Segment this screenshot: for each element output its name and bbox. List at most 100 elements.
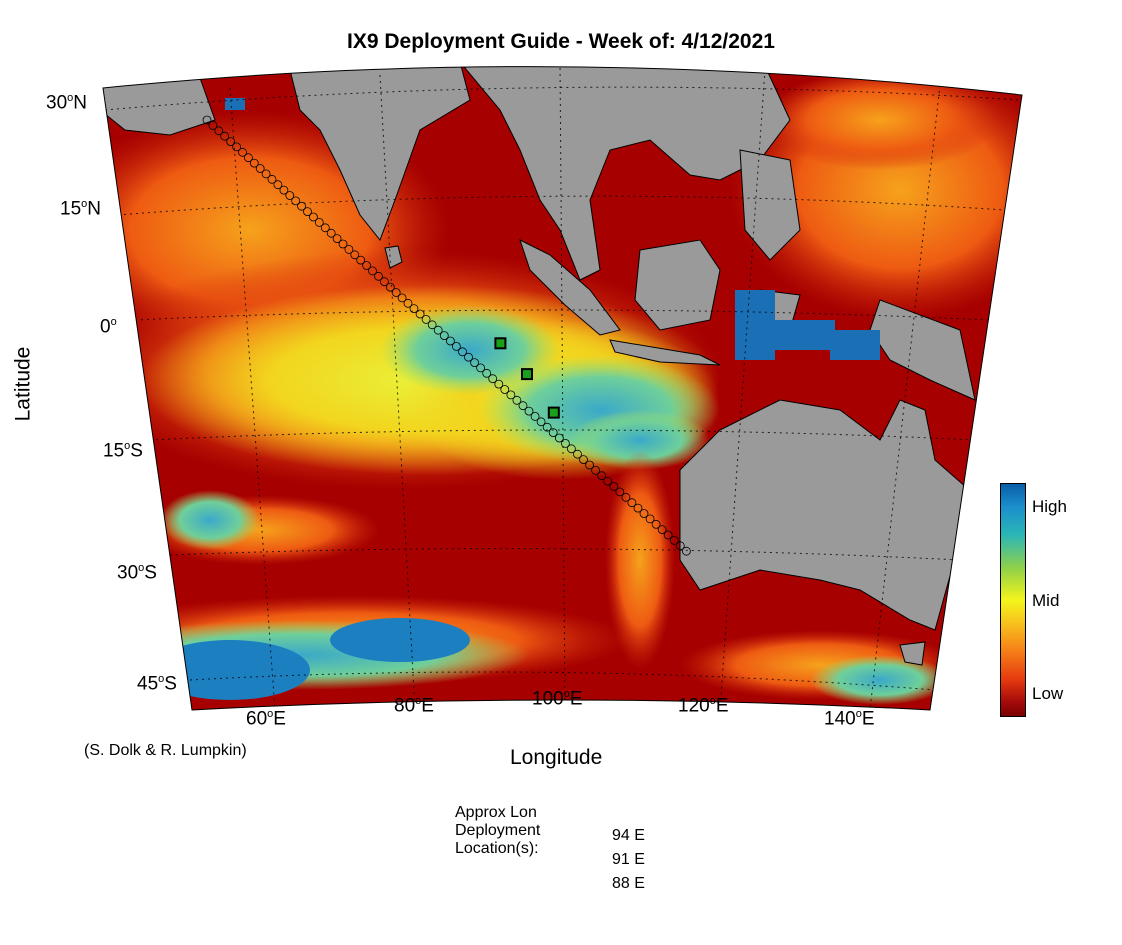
- deployment-label: Approx Lon Deployment Location(s):: [455, 804, 540, 858]
- route-point: [338, 239, 348, 249]
- route-point: [506, 390, 516, 400]
- route-point: [663, 530, 673, 540]
- deployment-marker: [521, 368, 533, 381]
- route-point: [320, 223, 330, 233]
- route-point: [669, 536, 679, 545]
- route-point: [512, 395, 522, 405]
- route-point: [226, 137, 236, 147]
- deployment-marker: [547, 406, 560, 419]
- lat-label-30s: 30oS: [117, 562, 157, 584]
- route-point: [314, 217, 324, 227]
- lon-label-80e: 80oE: [394, 695, 434, 717]
- x-axis-title: Longitude: [510, 746, 603, 769]
- deployment-marker: [494, 337, 507, 350]
- route-point: [500, 385, 510, 394]
- route-point: [627, 498, 637, 508]
- high-value-patches: [225, 98, 880, 360]
- route-point: [374, 271, 383, 281]
- lon-label-60e: 60oE: [246, 708, 286, 730]
- route-point: [350, 250, 360, 260]
- route-point: [561, 438, 570, 448]
- route-point: [385, 282, 395, 292]
- route-point: [464, 352, 473, 362]
- deployment-label-line3: Location(s):: [455, 840, 539, 857]
- route-point: [249, 158, 259, 168]
- route-point: [482, 368, 492, 378]
- route-point: [573, 449, 582, 459]
- route-point: [421, 314, 431, 324]
- route-point: [427, 320, 437, 330]
- route-point: [621, 492, 631, 502]
- map-graticule: [104, 66, 1021, 710]
- sea-surface-field: [103, 66, 1022, 710]
- route-point: [326, 228, 336, 238]
- route-point: [267, 174, 277, 184]
- lat-label-30n: 30oN: [46, 92, 87, 114]
- route-point: [657, 525, 667, 534]
- route-point: [232, 142, 242, 152]
- lon-label-120e: 120oE: [678, 695, 729, 717]
- route-point: [682, 546, 691, 556]
- route-point: [458, 347, 467, 357]
- deployment-label-line1: Approx Lon: [455, 804, 537, 821]
- route-point: [308, 212, 318, 222]
- route-point: [476, 363, 486, 373]
- route-point: [261, 169, 271, 179]
- route-point: [220, 131, 230, 141]
- route-point: [567, 444, 576, 454]
- route-point: [451, 341, 461, 351]
- route-point: [415, 309, 425, 319]
- route-point: [433, 325, 443, 335]
- route-point: [362, 261, 372, 270]
- route-point: [591, 465, 600, 475]
- colorbar-mid-label: Mid: [1032, 591, 1060, 610]
- route-point: [368, 266, 377, 276]
- route-point: [243, 153, 253, 163]
- route-point: [285, 191, 295, 200]
- route-point: [518, 401, 528, 411]
- route-point: [439, 331, 449, 341]
- route-point: [615, 487, 625, 497]
- route-point: [291, 196, 301, 206]
- lat-label-45s: 45oS: [137, 673, 177, 695]
- route-point: [579, 455, 588, 465]
- route-point: [585, 460, 594, 470]
- colorbar-low-label: Low: [1032, 684, 1064, 703]
- route-point: [397, 293, 407, 303]
- route-point: [639, 509, 649, 518]
- colorbar-high-label: High: [1032, 497, 1067, 516]
- route-point: [409, 304, 419, 314]
- y-axis-title: Latitude: [11, 346, 35, 422]
- route-point: [445, 336, 455, 346]
- route-point: [391, 288, 401, 297]
- credit-text: (S. Dolk & R. Lumpkin): [84, 742, 247, 759]
- lat-label-15s: 15oS: [103, 440, 143, 462]
- route-point: [488, 374, 498, 384]
- lon-label-100e: 100oE: [532, 688, 583, 710]
- deployment-points: [494, 337, 560, 419]
- lat-label-15n: 15oN: [60, 198, 101, 220]
- deployment-location: 94 E: [612, 827, 645, 844]
- deployment-label-line2: Deployment: [455, 822, 541, 839]
- route-point: [214, 126, 224, 136]
- route-point: [651, 519, 661, 529]
- route-point: [675, 541, 685, 551]
- deployment-locations: 94 E 91 E 88 E: [612, 824, 645, 896]
- route-point: [303, 207, 312, 217]
- route-point: [609, 482, 619, 491]
- route-point: [208, 121, 218, 130]
- ship-route: [202, 115, 691, 556]
- route-point: [603, 476, 613, 486]
- route-point: [403, 298, 413, 308]
- route-point: [494, 379, 504, 389]
- route-point: [536, 417, 546, 427]
- route-point: [379, 277, 389, 287]
- route-point: [542, 422, 552, 432]
- map-frame: [102, 66, 1023, 711]
- route-point: [554, 433, 564, 443]
- route-point: [273, 180, 283, 190]
- route-point: [255, 164, 265, 173]
- route-point: [470, 358, 480, 368]
- route-point: [297, 201, 307, 211]
